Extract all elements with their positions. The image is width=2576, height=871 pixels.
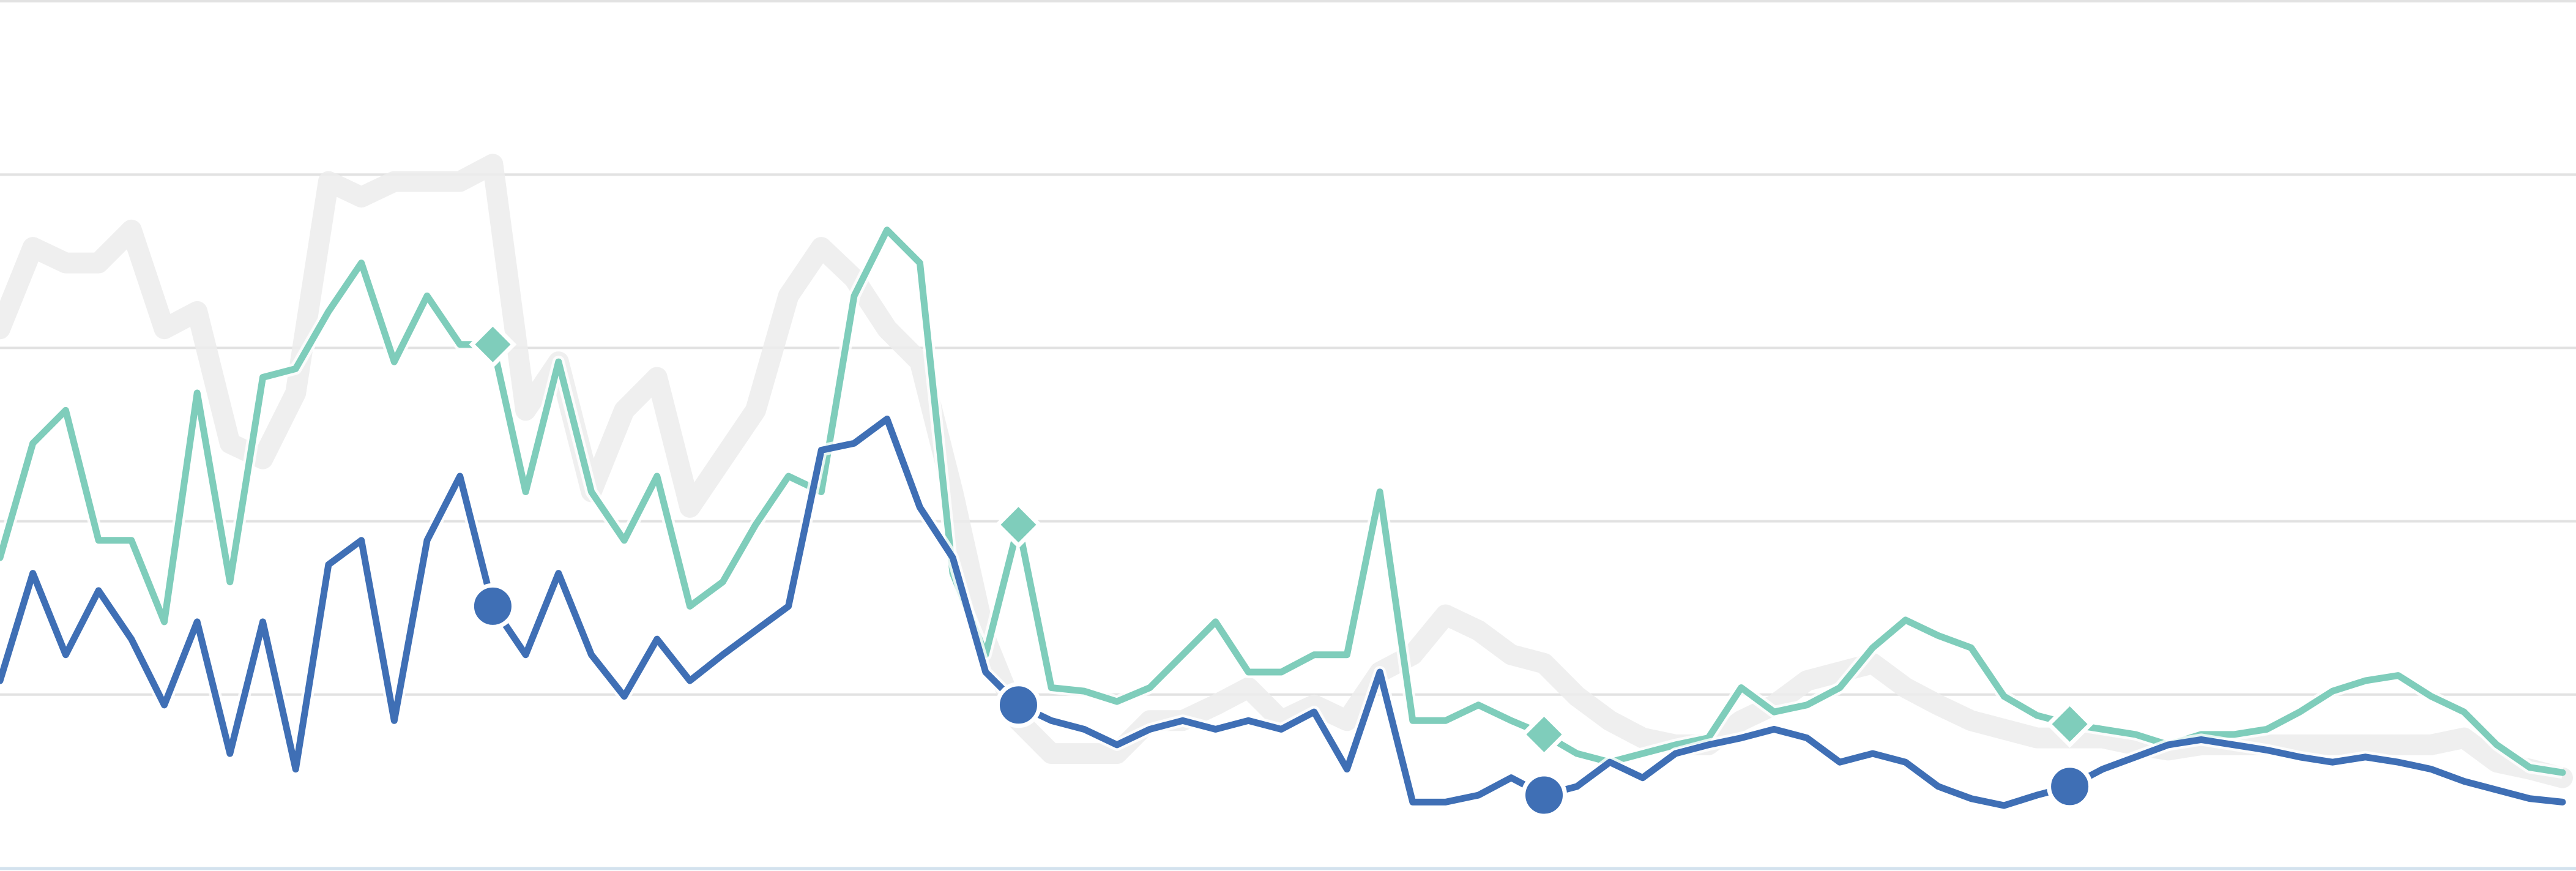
point-marker	[1521, 772, 1568, 818]
point-marker	[994, 501, 1043, 549]
point-marker	[2047, 763, 2093, 810]
series-line	[0, 226, 2566, 776]
point-marker	[995, 682, 1041, 728]
point-marker	[469, 583, 516, 629]
point-marker	[469, 320, 517, 368]
point-marker	[2046, 700, 2094, 748]
point-marker	[1520, 711, 1568, 758]
series-line	[0, 416, 2566, 809]
series-line	[0, 154, 2573, 788]
line-halo	[0, 413, 2564, 812]
